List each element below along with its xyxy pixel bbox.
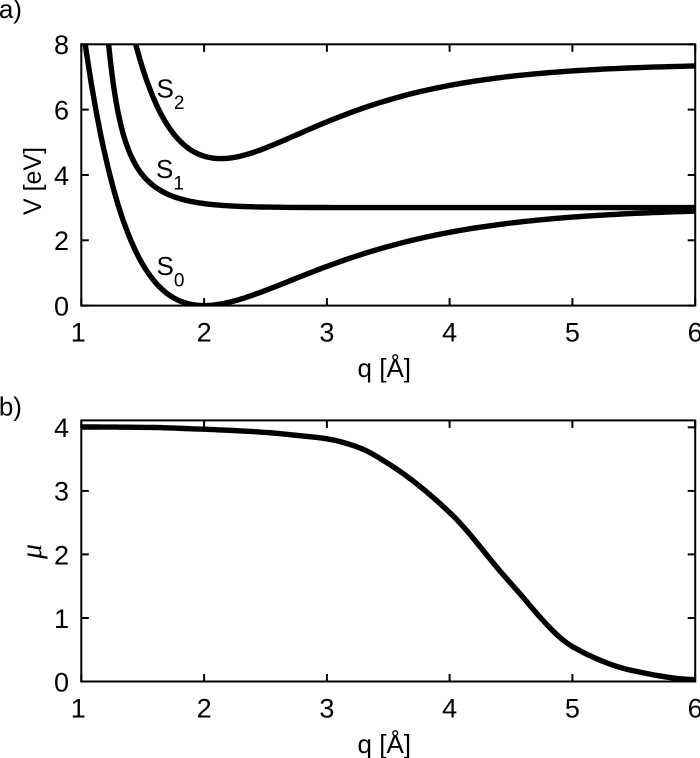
svg-text:3: 3 — [319, 318, 334, 348]
svg-text:2: 2 — [197, 694, 212, 724]
svg-text:6: 6 — [54, 96, 69, 126]
svg-text:4: 4 — [54, 413, 69, 443]
svg-text:μ: μ — [15, 544, 48, 560]
svg-text:1: 1 — [71, 318, 86, 348]
svg-text:1: 1 — [54, 604, 69, 634]
svg-text:b): b) — [0, 392, 22, 422]
svg-text:0: 0 — [54, 667, 69, 697]
svg-text:4: 4 — [442, 318, 457, 348]
svg-text:3: 3 — [54, 477, 69, 507]
svg-text:V [eV]: V [eV] — [19, 147, 47, 215]
svg-text:2: 2 — [54, 540, 69, 570]
svg-text:4: 4 — [54, 161, 69, 191]
svg-text:3: 3 — [319, 694, 334, 724]
svg-text:q [Å]: q [Å] — [358, 729, 411, 758]
svg-text:5: 5 — [565, 694, 580, 724]
svg-text:4: 4 — [442, 694, 457, 724]
svg-text:2: 2 — [197, 318, 212, 348]
svg-text:6: 6 — [688, 694, 700, 724]
svg-text:6: 6 — [688, 318, 700, 348]
svg-text:0: 0 — [54, 291, 69, 321]
svg-text:2: 2 — [54, 226, 69, 256]
svg-text:q [Å]: q [Å] — [358, 353, 411, 383]
svg-text:1: 1 — [71, 694, 86, 724]
svg-text:5: 5 — [565, 318, 580, 348]
svg-text:8: 8 — [54, 30, 69, 60]
svg-text:a): a) — [0, 0, 22, 24]
